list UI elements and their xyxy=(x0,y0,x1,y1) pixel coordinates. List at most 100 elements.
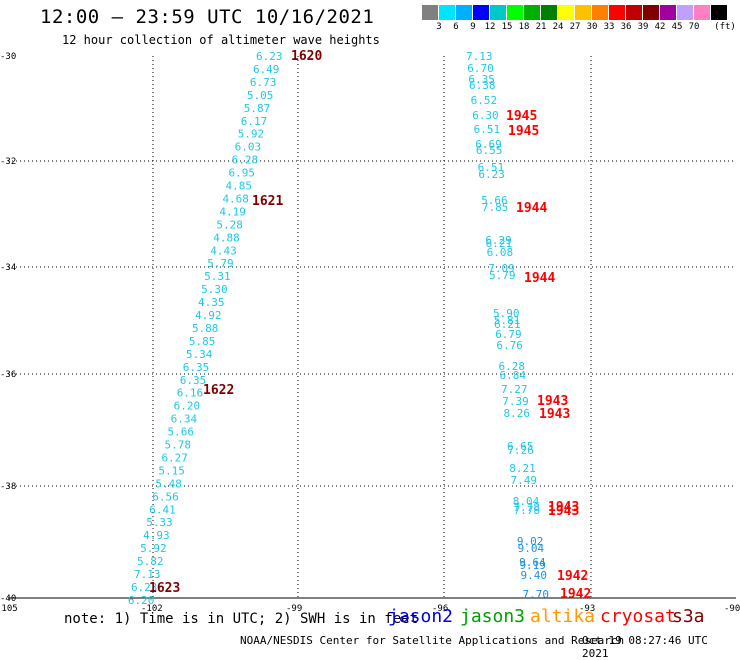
wave-height-value: 7.09 xyxy=(488,262,515,275)
wave-height-value: 6.23 xyxy=(131,581,158,594)
map-title: 12:00 – 23:59 UTC 10/16/2021 xyxy=(40,6,375,28)
generated-timestamp: Oct 19 08:27:46 UTC 2021 xyxy=(582,634,708,660)
pass-time-label: 1943 xyxy=(548,500,579,515)
wave-height-value: 6.51 xyxy=(474,123,501,136)
wave-height-value: 4.68 xyxy=(222,192,249,205)
longitude-label: -93 xyxy=(579,604,595,614)
wave-height-value: 5.82 xyxy=(137,555,164,568)
colorbar-unit: (ft) xyxy=(714,22,736,32)
wave-height-value: 8.21 xyxy=(509,462,536,475)
mission-legend-cryosat: cryosat xyxy=(600,606,676,627)
wave-height-value: 4.85 xyxy=(226,180,253,193)
wave-height-value: 9.02 xyxy=(517,535,544,548)
wave-height-value: 7.27 xyxy=(501,383,527,396)
wave-height-value: 6.79 xyxy=(495,328,522,341)
wave-height-value: 7.13 xyxy=(134,568,161,581)
colorbar-label: 33 xyxy=(603,22,615,32)
wave-height-value: 6.20 xyxy=(128,594,154,607)
pass-time-label: 1942 xyxy=(560,587,591,602)
colorbar-swatch xyxy=(456,5,473,20)
wave-height-value: 5.15 xyxy=(158,464,185,477)
colorbar-swatch xyxy=(694,5,711,20)
colorbar-swatch xyxy=(422,5,439,20)
colorbar-label: 70 xyxy=(688,22,700,32)
colorbar-swatch xyxy=(490,5,507,20)
wave-height-value: 6.70 xyxy=(467,62,494,75)
pass-time-label: 1943 xyxy=(539,407,570,422)
wave-height-value: 4.43 xyxy=(210,244,237,257)
pass-time-label: 1943 xyxy=(548,504,579,519)
wave-height-value: 6.76 xyxy=(496,339,522,352)
colorbar-label: 30 xyxy=(586,22,598,32)
wave-height-value: 5.33 xyxy=(146,516,173,529)
colorbar-label: 42 xyxy=(654,22,666,32)
wave-height-value: 6.03 xyxy=(235,141,262,154)
colorbar-label: 18 xyxy=(518,22,530,32)
wave-height-value: 5.85 xyxy=(189,335,216,348)
wave-height-value: 5.05 xyxy=(247,89,274,102)
pass-time-label: 1623 xyxy=(149,581,180,596)
wave-height-value: 5.92 xyxy=(140,542,167,555)
map-subtitle: 12 hour collection of altimeter wave hei… xyxy=(62,33,380,47)
colorbar-swatch xyxy=(609,5,626,20)
colorbar-swatch xyxy=(660,5,677,20)
pass-time-label: 1944 xyxy=(524,271,555,286)
wave-height-value: 5.30 xyxy=(201,283,228,296)
colorbar-label: 6 xyxy=(453,22,459,32)
latitude-label: -34 xyxy=(0,263,16,273)
wave-height-value: 6.23 xyxy=(256,50,283,63)
colorbar-label: 36 xyxy=(620,22,632,32)
wave-height-value: 9.19 xyxy=(519,559,546,572)
colorbar-label: 45 xyxy=(671,22,683,32)
mission-legend-s3a: s3a xyxy=(672,606,705,627)
wave-height-value: 8.04 xyxy=(513,495,540,508)
wave-height-value: 5.81 xyxy=(494,314,520,327)
wave-height-value: 6.34 xyxy=(171,413,198,426)
colorbar-swatch xyxy=(524,5,541,20)
longitude-label: -96 xyxy=(432,604,448,614)
colorbar-label: 39 xyxy=(637,22,649,32)
footnote: note: 1) Time is in UTC; 2) SWH is in fe… xyxy=(64,611,419,627)
wave-height-value: 6.28 xyxy=(499,360,526,373)
wave-height-value: 6.65 xyxy=(507,440,534,453)
colorbar-swatch xyxy=(643,5,660,20)
colorbar-swatch xyxy=(507,5,524,20)
wave-height-value: 5.66 xyxy=(168,426,195,439)
wave-height-value: 4.19 xyxy=(219,205,246,218)
wave-height-value: 6.38 xyxy=(469,79,496,92)
wave-height-value: 5.66 xyxy=(481,194,508,207)
colorbar-swatch xyxy=(626,5,643,20)
pass-time-label: 1945 xyxy=(508,124,539,139)
wave-height-value: 6.41 xyxy=(149,503,176,516)
wave-height-value: 5.34 xyxy=(186,348,213,361)
wave-height-value: 5.87 xyxy=(244,102,270,115)
longitude-label: -105 xyxy=(0,604,18,614)
colorbar-label: 27 xyxy=(569,22,581,32)
wave-height-value: 7.70 xyxy=(522,588,549,601)
wave-height-value: 9.04 xyxy=(518,542,545,555)
colorbar-swatch xyxy=(541,5,558,20)
wave-height-value: 5.28 xyxy=(216,218,243,231)
wave-height-value: 5.88 xyxy=(192,322,219,335)
wave-height-value: 5.79 xyxy=(489,269,516,282)
longitude-label: -90 xyxy=(724,604,740,614)
pass-time-label: 1622 xyxy=(203,383,234,398)
wave-height-value: 6.20 xyxy=(174,400,201,413)
wave-height-value: 6.21 xyxy=(486,237,513,250)
wave-height-value: 5.78 xyxy=(165,439,192,452)
colorbar-swatch xyxy=(558,5,575,20)
colorbar-label: 9 xyxy=(470,22,476,32)
latitude-label: -40 xyxy=(0,594,16,604)
colorbar-label: 24 xyxy=(552,22,564,32)
pass-time-label: 1943 xyxy=(537,394,568,409)
pass-time-label: 1942 xyxy=(557,569,588,584)
wave-height-value: 6.84 xyxy=(499,369,526,382)
pass-time-label: 1944 xyxy=(516,201,547,216)
wave-height-value: 6.35 xyxy=(183,361,210,374)
wave-height-value: 4.93 xyxy=(143,529,170,542)
wave-height-value: 6.73 xyxy=(250,76,277,89)
latitude-label: -30 xyxy=(0,52,16,62)
wave-height-value: 6.30 xyxy=(472,109,499,122)
wave-height-value: 7.78 xyxy=(513,501,540,514)
